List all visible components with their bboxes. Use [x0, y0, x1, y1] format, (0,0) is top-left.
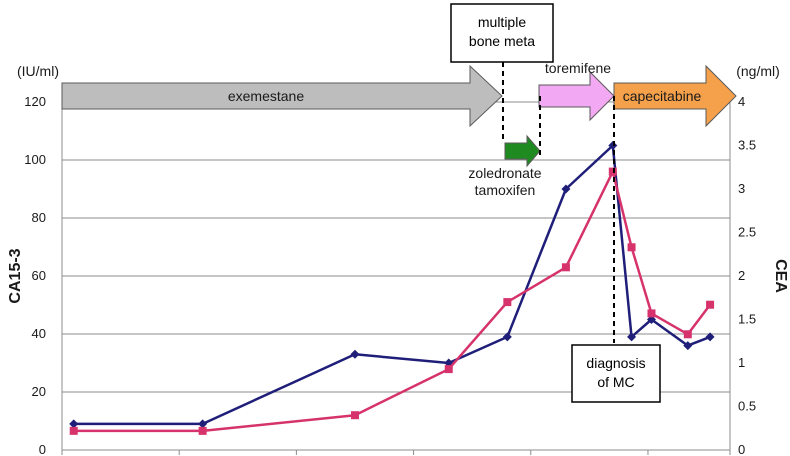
- series-point: [706, 300, 715, 309]
- y-tick-label: 100: [24, 152, 46, 167]
- series-point: [350, 349, 360, 359]
- y2-tick-label: 1: [738, 355, 745, 370]
- annotations: multiple bone meta diagnosis of MC: [450, 3, 661, 403]
- treatment-arrow-0: [61, 64, 503, 128]
- series-point: [198, 426, 207, 435]
- treatment-arrow-3: [613, 64, 737, 128]
- y-tick-label: 120: [24, 94, 46, 109]
- series-point: [683, 330, 692, 339]
- treatment-label-2: toremifene: [545, 60, 611, 76]
- annotation-box-1: [571, 344, 661, 403]
- series-point: [705, 332, 715, 342]
- series-point: [350, 411, 359, 420]
- series-point: [561, 263, 570, 272]
- y-tick-label: 20: [32, 384, 46, 399]
- treatment-label-0: exemestane: [228, 88, 304, 104]
- right-unit-label: (ng/ml): [736, 63, 780, 79]
- y-tick-label: 80: [32, 210, 46, 225]
- series-point: [503, 298, 512, 307]
- y2-tick-label: 3: [738, 181, 745, 196]
- series-point: [198, 419, 208, 429]
- annotation-box-0: [450, 3, 554, 63]
- y2-tick-label: 1.5: [738, 312, 756, 327]
- treatment-label-3: capecitabine: [623, 88, 702, 104]
- annotation-label-0: multiple bone meta: [469, 14, 535, 49]
- series-point: [627, 332, 637, 342]
- y-tick-label: 60: [32, 268, 46, 283]
- treatment-arrow-1: [504, 134, 541, 168]
- series-point: [683, 341, 693, 351]
- series-point: [608, 141, 618, 150]
- series-layer: [69, 141, 715, 435]
- y2-tick-label: 2: [738, 268, 745, 283]
- axes: 0 20 40 60 80 100 120 0 0.5 1 1.5 2 2.5 3 3.5 4 (IU/ml) (…: [7, 63, 789, 456]
- y2-tick-label: 0.5: [738, 399, 756, 414]
- y2-tick-label: 3.5: [738, 138, 756, 153]
- y-tick-label: 40: [32, 326, 46, 341]
- series-point: [627, 243, 636, 252]
- left-unit-label: (IU/ml): [17, 63, 59, 79]
- y-axis-title: CA15-3: [7, 248, 24, 303]
- series-point: [69, 419, 79, 429]
- treatment-arrows: exemestane zoledronate tamoxifen toremifene…: [61, 60, 737, 198]
- annotation-label-1: diagnosis of MC: [586, 355, 645, 390]
- y-tick-label: 0: [39, 442, 46, 456]
- series-point: [561, 184, 571, 194]
- treatment-label-1: zoledronate tamoxifen: [468, 165, 541, 198]
- series-point: [444, 365, 453, 374]
- series-point: [69, 426, 78, 435]
- y2-tick-label: 2.5: [738, 225, 756, 240]
- y2-tick-label: 4: [738, 94, 745, 109]
- series-point: [647, 309, 656, 318]
- series-point: [502, 332, 512, 342]
- treatment-arrow-2: [538, 70, 615, 122]
- y2-tick-label: 0: [738, 442, 745, 456]
- series-point: [608, 167, 617, 176]
- y2-axis-title: CEA: [772, 259, 789, 293]
